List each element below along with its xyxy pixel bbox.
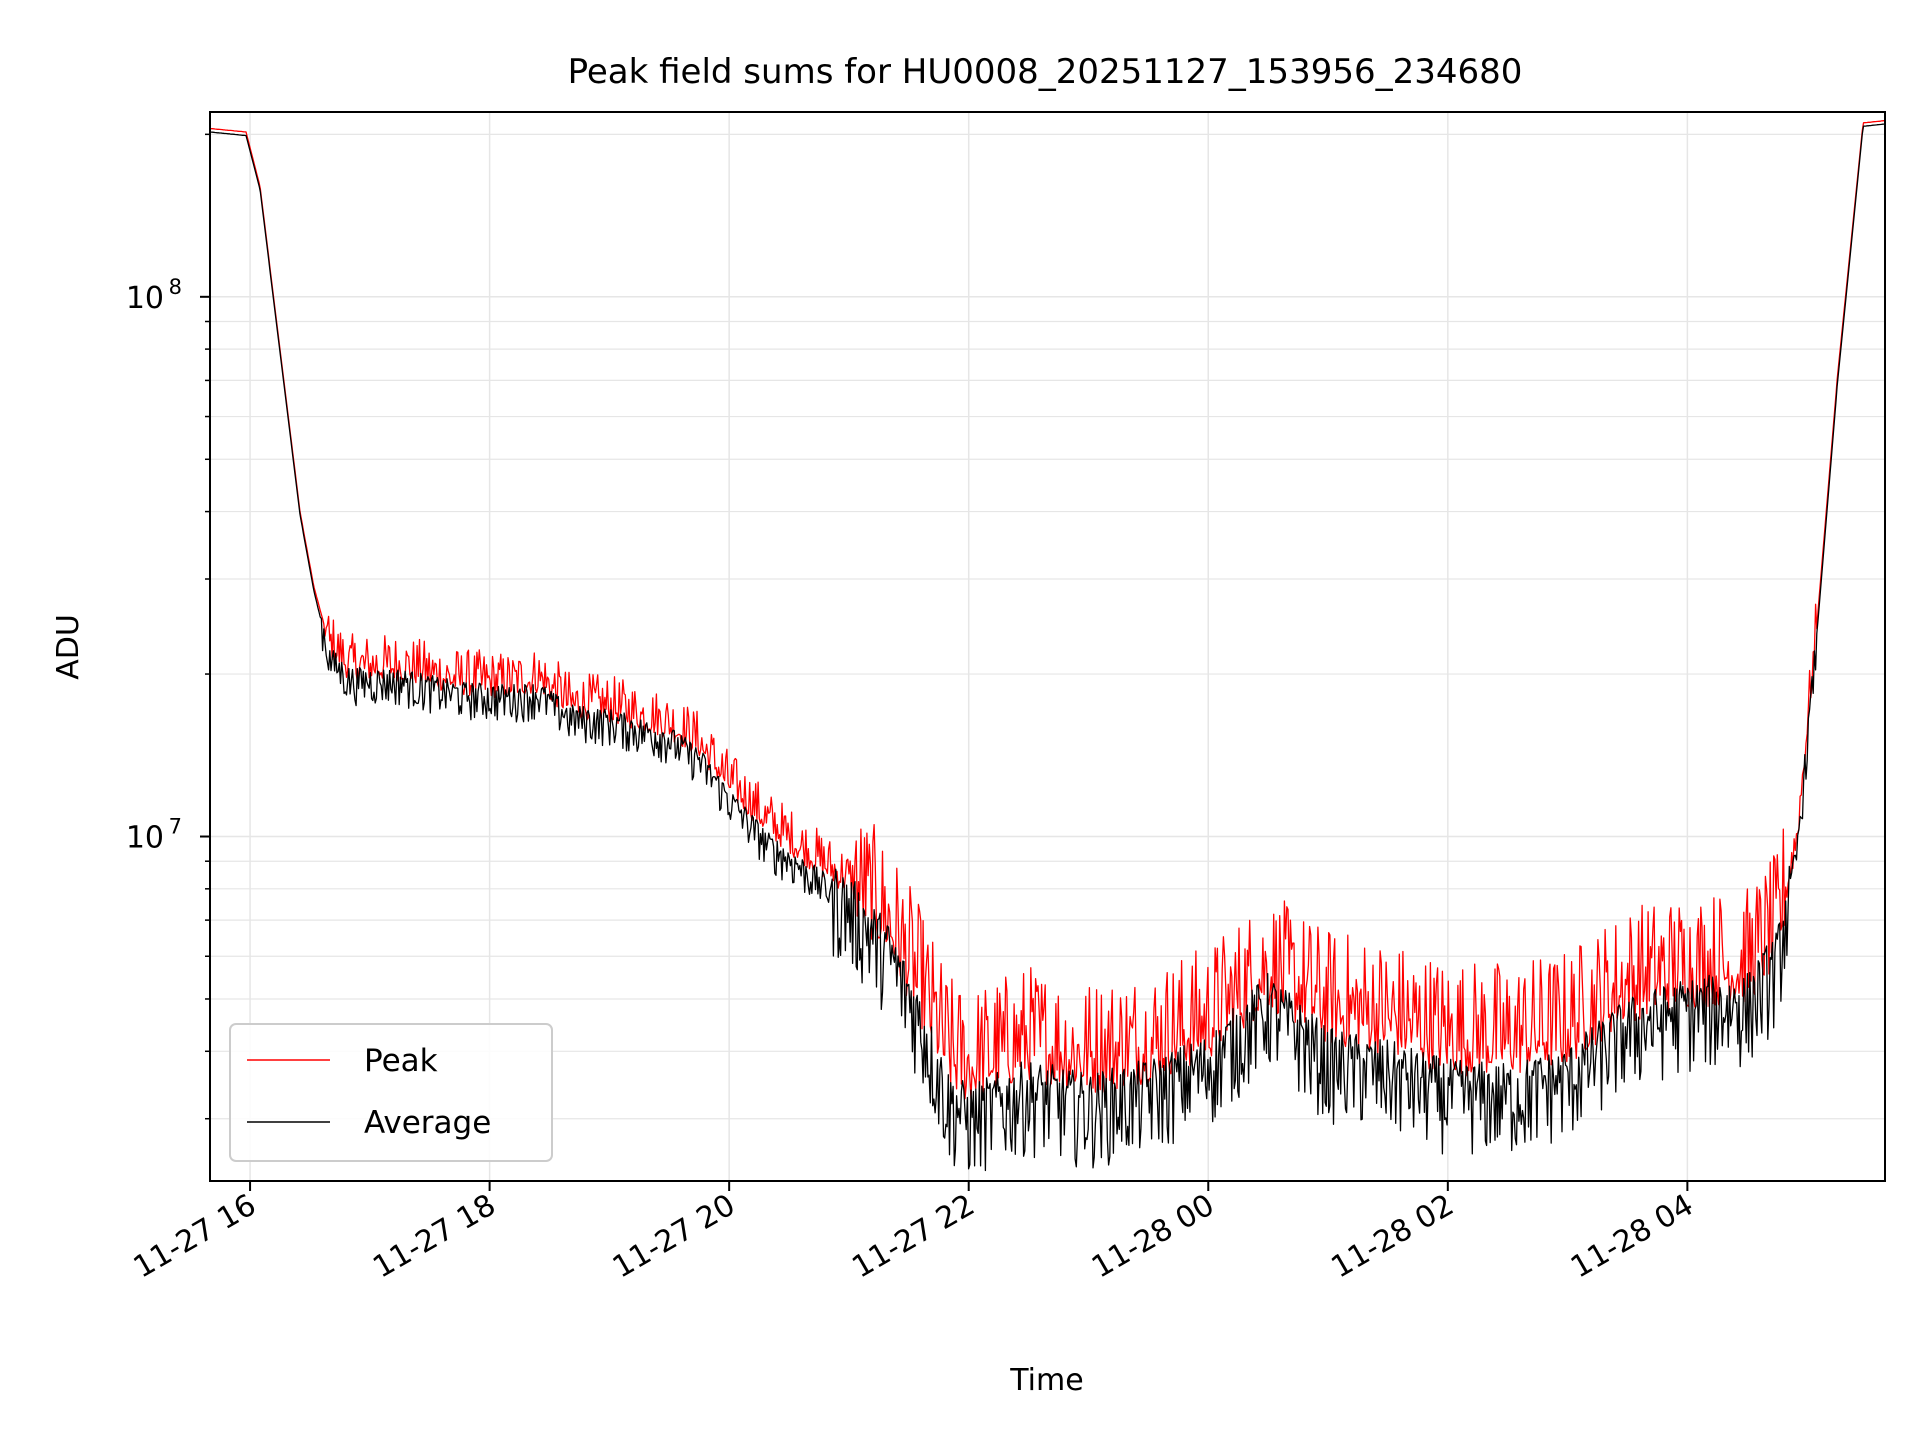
legend: Peak Average: [229, 1023, 553, 1162]
y-tick-exponent: 7: [169, 815, 182, 839]
series-layer: [209, 119, 1886, 1172]
y-tick-exponent: 8: [169, 275, 182, 299]
y-tick-label: 10: [126, 281, 164, 316]
series-line-average: [210, 123, 1886, 1172]
legend-peak-label: Peak: [364, 1043, 438, 1079]
y-axis-label: ADU: [51, 614, 86, 680]
plot-frame: [209, 111, 1886, 1182]
legend-box: [229, 1023, 553, 1162]
legend-average-label: Average: [364, 1105, 491, 1141]
chart-title: Peak field sums for HU0008_20251127_1539…: [568, 52, 1523, 92]
x-axis-label: Time: [1009, 1363, 1083, 1398]
y-tick-label: 10: [126, 821, 164, 856]
